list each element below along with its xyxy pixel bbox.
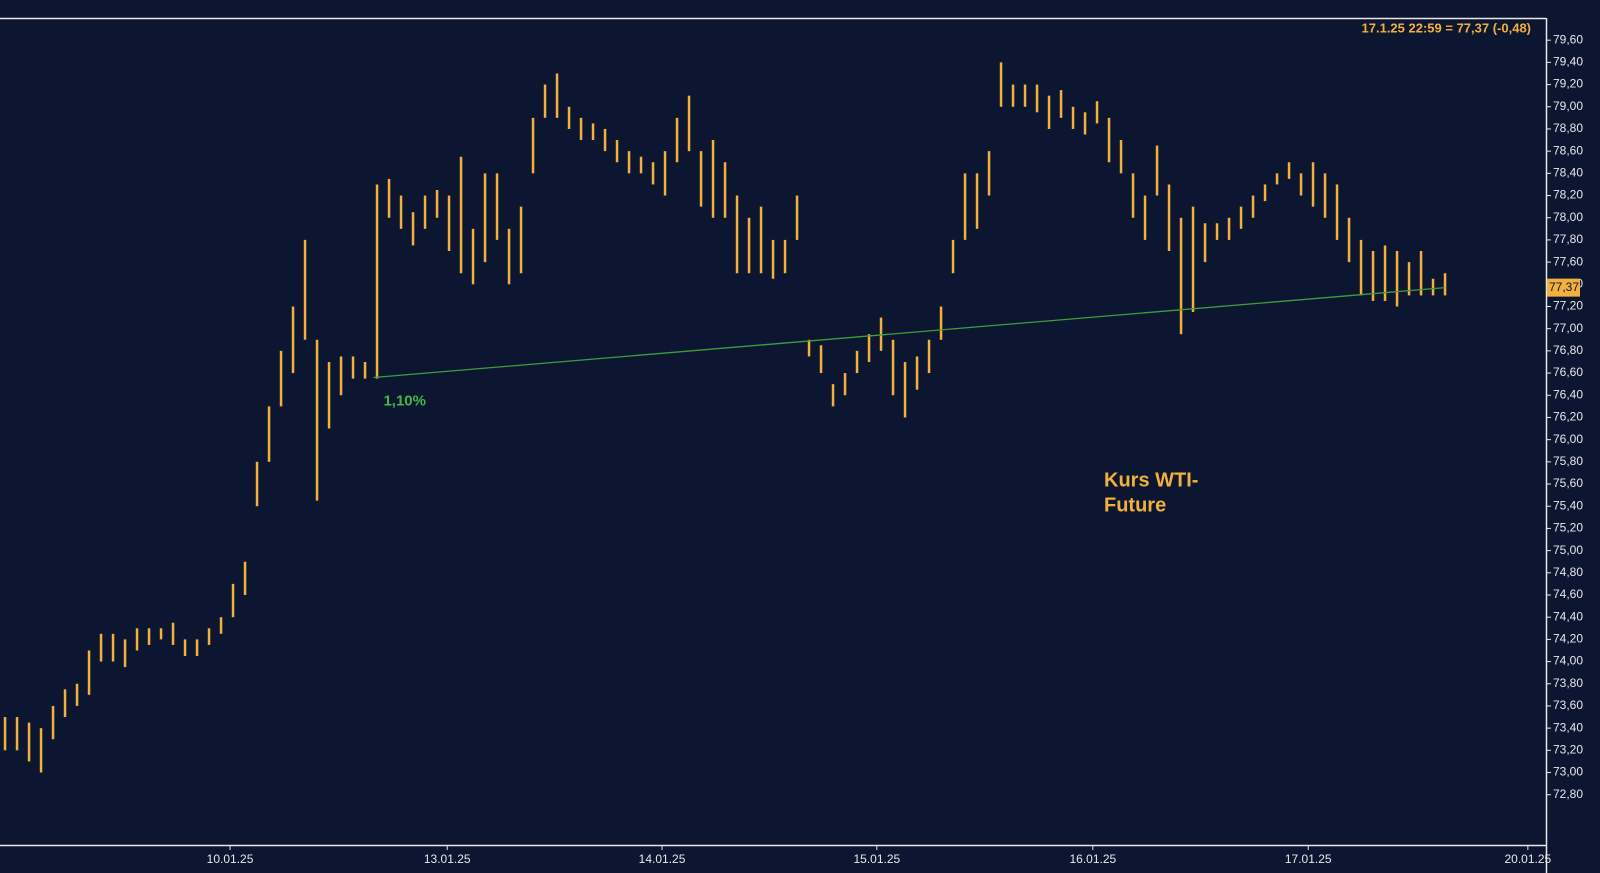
x-tick-label: 13.01.25 — [424, 852, 471, 866]
y-tick-label: 79,00 — [1553, 99, 1583, 113]
y-tick-label: 74,80 — [1553, 565, 1583, 579]
y-tick-label: 73,00 — [1553, 765, 1583, 779]
y-tick-label: 74,40 — [1553, 609, 1583, 623]
trendline-label: 1,10% — [383, 392, 426, 409]
y-tick-label: 75,40 — [1553, 498, 1583, 512]
x-tick-label: 14.01.25 — [639, 852, 686, 866]
y-tick-label: 79,40 — [1553, 55, 1583, 69]
last-price-label: 77,37 — [1549, 280, 1579, 294]
y-tick-label: 77,60 — [1553, 254, 1583, 268]
y-tick-label: 77,80 — [1553, 232, 1583, 246]
y-tick-label: 74,60 — [1553, 587, 1583, 601]
y-tick-label: 76,60 — [1553, 365, 1583, 379]
y-tick-label: 79,60 — [1553, 32, 1583, 46]
y-tick-label: 76,20 — [1553, 410, 1583, 424]
y-tick-label: 75,00 — [1553, 543, 1583, 557]
y-tick-label: 79,20 — [1553, 77, 1583, 91]
y-tick-label: 73,40 — [1553, 720, 1583, 734]
x-tick-label: 20.01.25 — [1504, 852, 1551, 866]
y-tick-label: 75,20 — [1553, 521, 1583, 535]
annotation: Future — [1104, 494, 1166, 516]
y-tick-label: 77,20 — [1553, 299, 1583, 313]
x-tick-label: 16.01.25 — [1069, 852, 1116, 866]
header-price: 17.1.25 22:59 = 77,37 (-0,48) — [1362, 20, 1531, 35]
y-tick-label: 74,20 — [1553, 632, 1583, 646]
y-tick-label: 77,00 — [1553, 321, 1583, 335]
y-tick-label: 76,40 — [1553, 387, 1583, 401]
annotation: Kurs WTI- — [1104, 469, 1198, 491]
trendline — [373, 286, 1446, 379]
y-tick-label: 73,80 — [1553, 676, 1583, 690]
y-tick-label: 75,60 — [1553, 476, 1583, 490]
y-tick-label: 74,00 — [1553, 654, 1583, 668]
y-tick-label: 78,60 — [1553, 143, 1583, 157]
y-tick-label: 75,80 — [1553, 454, 1583, 468]
y-tick-label: 72,80 — [1553, 787, 1583, 801]
y-tick-label: 76,00 — [1553, 432, 1583, 446]
y-tick-label: 78,20 — [1553, 188, 1583, 202]
x-tick-label: 15.01.25 — [853, 852, 900, 866]
y-tick-label: 78,40 — [1553, 166, 1583, 180]
y-tick-label: 78,80 — [1553, 121, 1583, 135]
last-price-box — [1547, 278, 1580, 297]
y-tick-label: 76,80 — [1553, 343, 1583, 357]
y-tick-label: 78,00 — [1553, 210, 1583, 224]
y-tick-label: 73,60 — [1553, 698, 1583, 712]
x-tick-label: 10.01.25 — [207, 852, 254, 866]
x-tick-label: 17.01.25 — [1285, 852, 1332, 866]
y-tick-label: 73,20 — [1553, 743, 1583, 757]
